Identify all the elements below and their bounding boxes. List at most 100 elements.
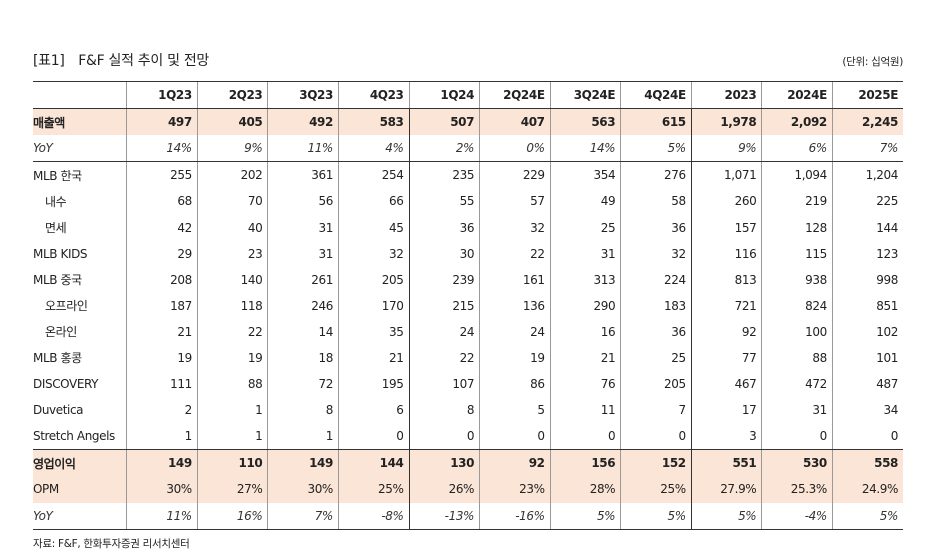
table-cell: 239 xyxy=(408,266,480,293)
table-cell: 1 xyxy=(267,423,339,451)
table-cell: 100 xyxy=(761,318,833,345)
table-cell: 144 xyxy=(831,214,903,241)
table-cell: 467 xyxy=(690,371,762,398)
table-cell: 407 xyxy=(479,108,551,136)
table-cell: 0 xyxy=(761,423,833,451)
table-row: 영업이익 149 110 149 144 130 92 156 152 551 530 558 xyxy=(33,449,903,477)
table-cell: 497 xyxy=(126,108,198,136)
table-cell: 55 xyxy=(408,188,480,215)
table-cell: 36 xyxy=(408,214,480,241)
table-cell: 144 xyxy=(337,449,409,477)
table-cell: 77 xyxy=(690,344,762,372)
table-cell: 276 xyxy=(620,161,692,189)
table-cell: 998 xyxy=(831,266,903,293)
table-cell: 161 xyxy=(479,266,551,293)
table-cell: 7 xyxy=(620,397,692,424)
table-cell: 507 xyxy=(408,108,480,136)
earnings-table: 1Q23 2Q23 3Q23 4Q23 1Q24 2Q24E 3Q24E 4Q24E 2023 2… xyxy=(33,80,903,530)
table-cell: 157 xyxy=(690,214,762,241)
table-cell: 5% xyxy=(690,502,762,530)
header-cell: 1Q24 xyxy=(408,80,480,110)
table-row: MLB 중국 208 140 261 205 239 161 313 224 813 938 998 xyxy=(33,266,903,293)
table-cell: 49 xyxy=(549,188,621,215)
table-cell: 235 xyxy=(408,161,480,189)
table-cell: 4% xyxy=(337,135,409,163)
table-cell: 2% xyxy=(408,135,480,163)
table-cell: 246 xyxy=(267,292,339,319)
table-cell: 22 xyxy=(479,240,551,267)
row-label: 내수 xyxy=(45,194,67,209)
table-row: 면세 42 40 31 45 36 32 25 36 157 128 144 xyxy=(33,214,903,241)
row-label: YoY xyxy=(33,502,127,530)
table-cell: 31 xyxy=(761,397,833,424)
table-cell: 32 xyxy=(479,214,551,241)
header-cell: 2023 xyxy=(690,80,762,110)
table-cell: 215 xyxy=(408,292,480,319)
table-cell: 563 xyxy=(549,108,621,136)
table-cell: 195 xyxy=(337,371,409,398)
table-cell: 16 xyxy=(549,318,621,345)
table-cell: 25 xyxy=(620,344,692,372)
table-cell: 76 xyxy=(549,371,621,398)
table-cell: 1,071 xyxy=(690,161,762,189)
header-cell: 2024E xyxy=(761,80,833,110)
header-cell: 2Q23 xyxy=(196,80,268,110)
table-cell: 128 xyxy=(761,214,833,241)
table-cell: 11% xyxy=(267,135,339,163)
table-cell: 35 xyxy=(337,318,409,345)
table-cell: 5% xyxy=(549,502,621,530)
table-cell: 22 xyxy=(408,344,480,372)
table-cell: 6% xyxy=(761,135,833,163)
table-cell: 14% xyxy=(126,135,198,163)
row-label: 온라인 xyxy=(45,325,77,340)
table-cell: 25 xyxy=(549,214,621,241)
table-cell: 140 xyxy=(196,266,268,293)
row-label: Duvetica xyxy=(33,403,84,418)
table-cell: 19 xyxy=(196,344,268,372)
table-cell: 2 xyxy=(126,397,198,424)
table-cell: -8% xyxy=(337,502,409,530)
table-cell: 31 xyxy=(267,214,339,241)
table-cell: 3 xyxy=(690,423,762,451)
table-cell: 5% xyxy=(620,135,692,163)
table-cell: 56 xyxy=(267,188,339,215)
table-cell: 225 xyxy=(831,188,903,215)
row-label: 영업이익 xyxy=(33,449,127,477)
table-cell: 149 xyxy=(126,449,198,477)
table-cell: 86 xyxy=(479,371,551,398)
table-cell: 30% xyxy=(126,476,198,503)
table-cell: 224 xyxy=(620,266,692,293)
table-cell: 22 xyxy=(196,318,268,345)
table-cell: 1,978 xyxy=(690,108,762,136)
table-cell: 27% xyxy=(196,476,268,503)
header-cell: 4Q23 xyxy=(337,80,409,110)
table-cell: 88 xyxy=(196,371,268,398)
table-cell: 313 xyxy=(549,266,621,293)
table-cell: 187 xyxy=(126,292,198,319)
table-cell: 0 xyxy=(620,423,692,451)
table-cell: 0% xyxy=(479,135,551,163)
table-cell: 19 xyxy=(126,344,198,372)
table-row: MLB 한국 255 202 361 254 235 229 354 276 1,071 1,094… xyxy=(33,161,903,189)
table-cell: 25% xyxy=(620,476,692,503)
table-cell: 354 xyxy=(549,161,621,189)
table-cell: 824 xyxy=(761,292,833,319)
table-cell: 36 xyxy=(620,318,692,345)
table-cell: 116 xyxy=(690,240,762,267)
table-cell: 25.3% xyxy=(761,476,833,503)
table-cell: 14% xyxy=(549,135,621,163)
table-row: 내수 68 70 56 66 55 57 49 58 260 219 225 xyxy=(33,188,903,215)
table-cell: 66 xyxy=(337,188,409,215)
table-cell: 28% xyxy=(549,476,621,503)
table-cell: 7% xyxy=(267,502,339,530)
table-cell: 88 xyxy=(761,344,833,372)
table-cell: 102 xyxy=(831,318,903,345)
table-cell: 26% xyxy=(408,476,480,503)
table-cell: 30 xyxy=(408,240,480,267)
table-cell: 21 xyxy=(337,344,409,372)
table-cell: 130 xyxy=(408,449,480,477)
table-cell: 9% xyxy=(690,135,762,163)
table-cell: 1 xyxy=(196,397,268,424)
table-cell: 58 xyxy=(620,188,692,215)
table-cell: 721 xyxy=(690,292,762,319)
